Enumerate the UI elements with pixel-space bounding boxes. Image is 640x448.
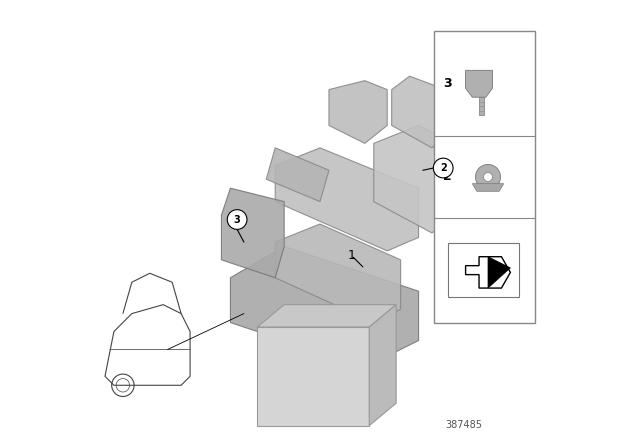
Circle shape	[484, 172, 493, 181]
Polygon shape	[466, 70, 493, 97]
Text: 2: 2	[443, 170, 452, 184]
Circle shape	[227, 210, 247, 229]
Text: 2: 2	[440, 163, 447, 173]
Text: 3: 3	[443, 77, 452, 90]
Polygon shape	[472, 184, 504, 191]
Text: 3: 3	[234, 215, 241, 224]
Polygon shape	[230, 246, 419, 367]
Polygon shape	[329, 81, 387, 143]
FancyBboxPatch shape	[435, 31, 535, 323]
Bar	[448, 243, 520, 297]
Polygon shape	[488, 257, 511, 288]
Polygon shape	[275, 224, 401, 323]
Circle shape	[476, 164, 500, 190]
Text: 1: 1	[348, 249, 355, 262]
Polygon shape	[221, 188, 284, 278]
Polygon shape	[257, 305, 396, 327]
Polygon shape	[275, 148, 419, 251]
Circle shape	[433, 158, 453, 178]
Polygon shape	[466, 257, 511, 288]
Text: 387485: 387485	[445, 420, 482, 430]
Polygon shape	[392, 76, 445, 148]
Polygon shape	[257, 327, 369, 426]
Polygon shape	[266, 148, 329, 202]
Polygon shape	[479, 97, 484, 115]
Polygon shape	[374, 125, 454, 233]
Polygon shape	[369, 305, 396, 426]
